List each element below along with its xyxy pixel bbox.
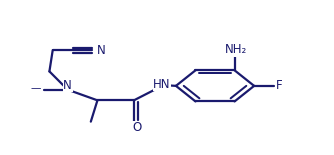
- Text: F: F: [276, 79, 282, 92]
- Text: —: —: [31, 83, 41, 93]
- Text: HN: HN: [153, 78, 171, 91]
- Text: O: O: [133, 121, 142, 134]
- Text: NH₂: NH₂: [225, 43, 247, 56]
- Text: N: N: [97, 44, 105, 57]
- Text: N: N: [63, 79, 72, 92]
